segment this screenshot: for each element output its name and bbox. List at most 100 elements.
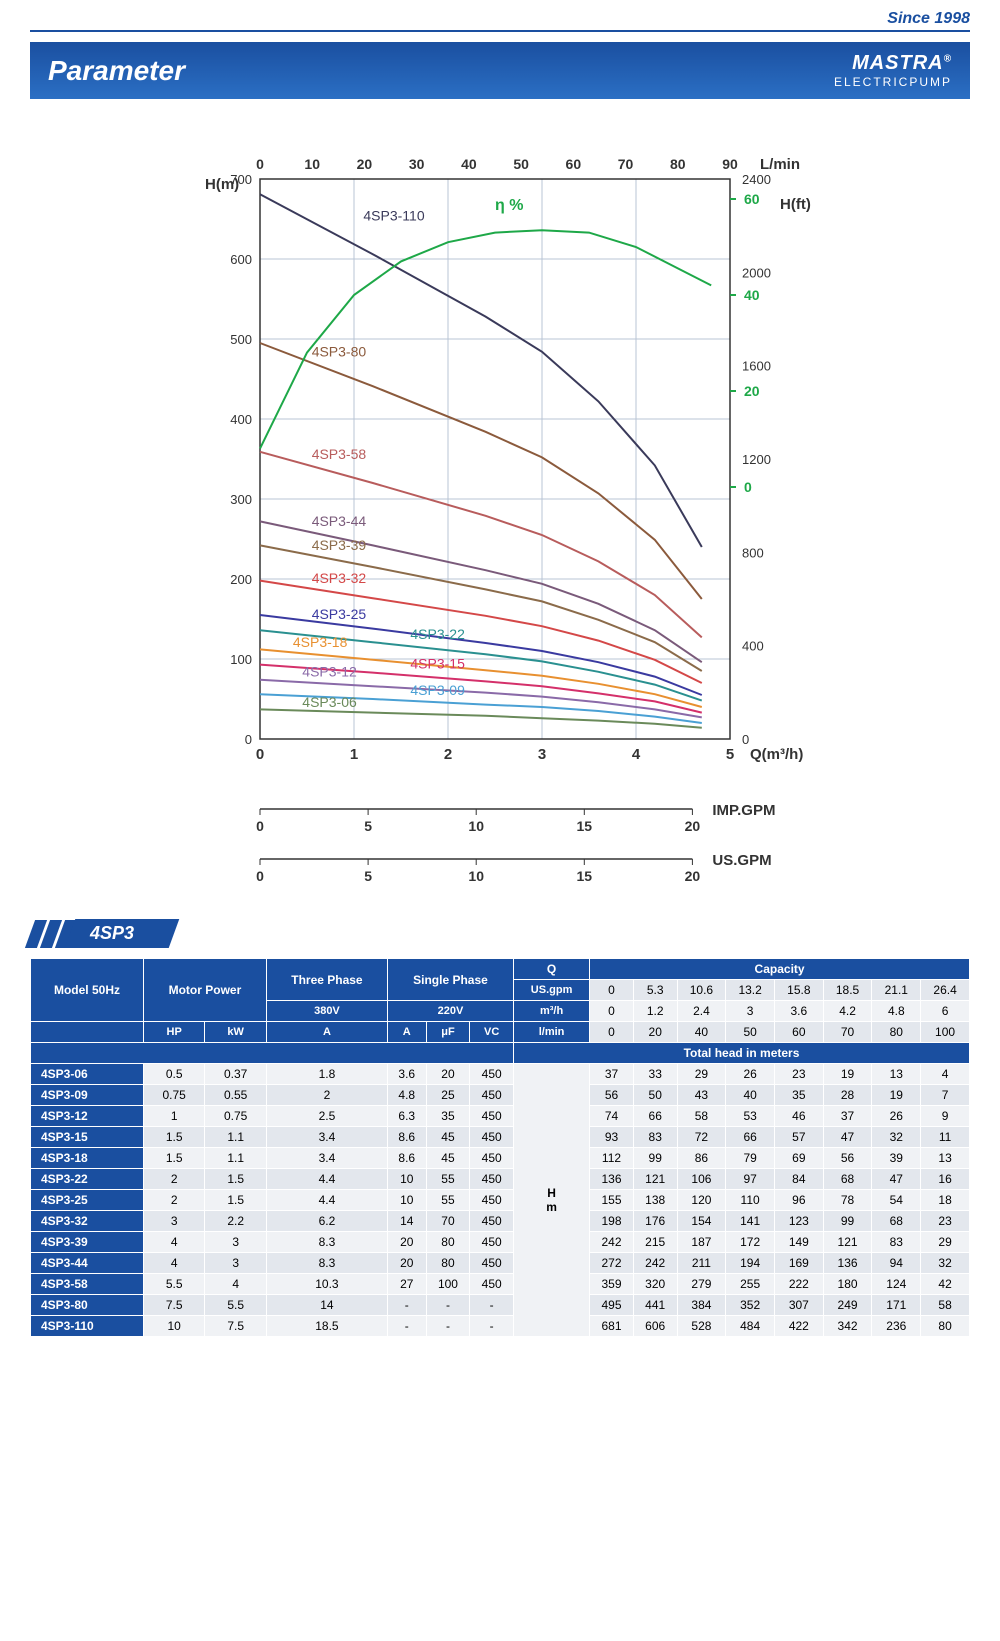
hdr-a2: A [387, 1022, 426, 1043]
hdr-total: Total head in meters [514, 1043, 970, 1064]
model-4SP3-09: 4SP3-09 [31, 1085, 144, 1106]
hdr-cap: Capacity [590, 959, 970, 980]
svg-text:2000: 2000 [742, 265, 771, 280]
svg-text:400: 400 [230, 412, 252, 427]
chart-container: 0100200300400500600700012345010203040506… [0, 129, 1000, 889]
svg-text:4SP3-06: 4SP3-06 [302, 694, 357, 710]
svg-text:5: 5 [364, 868, 372, 884]
svg-text:4SP3-39: 4SP3-39 [312, 537, 367, 553]
model-4SP3-15: 4SP3-15 [31, 1127, 144, 1148]
svg-text:10: 10 [468, 818, 484, 834]
svg-text:3: 3 [538, 746, 546, 763]
svg-text:L/min: L/min [760, 156, 800, 173]
hdr-m3h: m³/h [514, 1001, 590, 1022]
svg-text:20: 20 [685, 818, 701, 834]
svg-text:4SP3-15: 4SP3-15 [410, 656, 465, 672]
hdr-uf: μF [426, 1022, 470, 1043]
svg-text:300: 300 [230, 492, 252, 507]
svg-text:H(m): H(m) [205, 176, 239, 193]
spec-table: Model 50HzMotor PowerThree PhaseSingle P… [30, 958, 970, 1337]
hdr-three: Three Phase [266, 959, 387, 1001]
model-4SP3-25: 4SP3-25 [31, 1190, 144, 1211]
model-4SP3-110: 4SP3-110 [31, 1316, 144, 1337]
model-4SP3-06: 4SP3-06 [31, 1064, 144, 1085]
since-text: Since 1998 [887, 10, 970, 28]
performance-chart: 0100200300400500600700012345010203040506… [120, 129, 880, 889]
svg-text:0: 0 [744, 479, 752, 495]
svg-text:1200: 1200 [742, 452, 771, 467]
svg-text:10: 10 [468, 868, 484, 884]
hdr-q: Q [514, 959, 590, 980]
svg-text:15: 15 [577, 818, 593, 834]
svg-text:IMP.GPM: IMP.GPM [712, 802, 775, 819]
svg-text:500: 500 [230, 332, 252, 347]
svg-text:2: 2 [444, 746, 452, 763]
model-4SP3-18: 4SP3-18 [31, 1148, 144, 1169]
svg-text:60: 60 [566, 156, 582, 172]
svg-text:4SP3-18: 4SP3-18 [293, 634, 348, 650]
hdr-single: Single Phase [387, 959, 513, 1001]
table-title-bar: 4SP3 [30, 919, 970, 948]
hdr-kw: kW [205, 1022, 267, 1043]
svg-text:30: 30 [409, 156, 425, 172]
svg-text:40: 40 [744, 287, 760, 303]
hdr-380: 380V [266, 1001, 387, 1022]
hdr-vc: VC [470, 1022, 514, 1043]
svg-text:Q(m³/h): Q(m³/h) [750, 746, 803, 763]
svg-text:4SP3-110: 4SP3-110 [363, 208, 424, 224]
brand-name: MASTRA® [834, 52, 952, 75]
svg-text:15: 15 [577, 868, 593, 884]
svg-text:60: 60 [744, 191, 760, 207]
svg-text:1600: 1600 [742, 359, 771, 374]
model-4SP3-58: 4SP3-58 [31, 1274, 144, 1295]
table-title: 4SP3 [65, 919, 180, 948]
svg-text:4SP3-44: 4SP3-44 [312, 513, 367, 529]
svg-text:4SP3-25: 4SP3-25 [312, 606, 367, 622]
hdr-hm: Hm [514, 1064, 590, 1337]
hdr-lmin: l/min [514, 1022, 590, 1043]
svg-text:4SP3-32: 4SP3-32 [312, 570, 367, 586]
hdr-220: 220V [387, 1001, 513, 1022]
svg-text:US.GPM: US.GPM [712, 852, 771, 869]
hdr-a1: A [266, 1022, 387, 1043]
svg-text:100: 100 [230, 652, 252, 667]
model-4SP3-22: 4SP3-22 [31, 1169, 144, 1190]
svg-text:η %: η % [495, 197, 523, 214]
svg-text:4SP3-09: 4SP3-09 [410, 682, 465, 698]
model-4SP3-32: 4SP3-32 [31, 1211, 144, 1232]
svg-text:40: 40 [461, 156, 477, 172]
svg-text:20: 20 [685, 868, 701, 884]
svg-text:0: 0 [256, 868, 264, 884]
model-4SP3-12: 4SP3-12 [31, 1106, 144, 1127]
svg-text:0: 0 [256, 156, 264, 172]
page-title: Parameter [48, 55, 185, 87]
svg-text:0: 0 [245, 732, 252, 747]
svg-text:70: 70 [618, 156, 634, 172]
svg-text:4SP3-12: 4SP3-12 [302, 664, 357, 680]
svg-text:H(ft): H(ft) [780, 196, 811, 213]
header-bar: Parameter MASTRA® ELECTRICPUMP [30, 42, 970, 99]
svg-text:4: 4 [632, 746, 641, 763]
svg-text:2400: 2400 [742, 172, 771, 187]
svg-text:10: 10 [304, 156, 320, 172]
svg-text:4SP3-58: 4SP3-58 [312, 446, 367, 462]
svg-text:0: 0 [256, 818, 264, 834]
brand-sub: ELECTRICPUMP [834, 75, 952, 89]
hdr-motor: Motor Power [143, 959, 266, 1022]
svg-text:5: 5 [364, 818, 372, 834]
svg-text:4SP3-80: 4SP3-80 [312, 344, 367, 360]
svg-text:20: 20 [357, 156, 373, 172]
svg-text:800: 800 [742, 545, 764, 560]
svg-text:4SP3-22: 4SP3-22 [410, 626, 465, 642]
svg-text:20: 20 [744, 383, 760, 399]
top-rule: Since 1998 [30, 30, 970, 32]
svg-text:90: 90 [722, 156, 738, 172]
model-4SP3-80: 4SP3-80 [31, 1295, 144, 1316]
hdr-usgpm: US.gpm [514, 980, 590, 1001]
hdr-model: Model 50Hz [31, 959, 144, 1022]
brand-block: MASTRA® ELECTRICPUMP [834, 52, 952, 89]
svg-text:5: 5 [726, 746, 734, 763]
svg-text:80: 80 [670, 156, 686, 172]
svg-text:1: 1 [350, 746, 358, 763]
svg-text:50: 50 [513, 156, 529, 172]
